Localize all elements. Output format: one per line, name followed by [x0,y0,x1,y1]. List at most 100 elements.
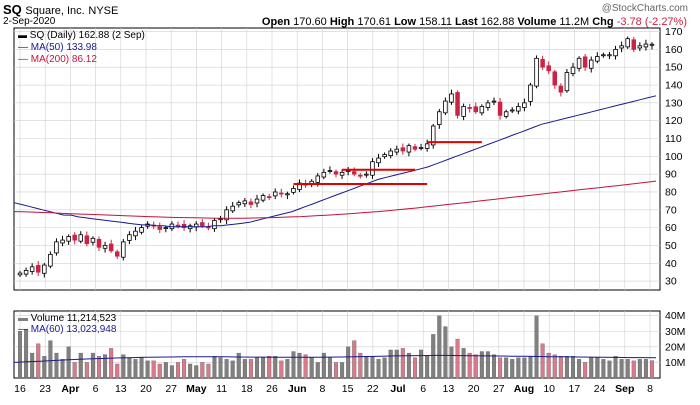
volume-bar [273,356,278,379]
candle-body [576,57,582,69]
volume-bar [534,315,539,379]
candle-body [509,109,515,112]
volume-bar [321,352,326,379]
volume-bar [382,357,387,379]
volume-bar [437,315,442,379]
candle-body [187,225,193,230]
volume-bar [376,359,381,379]
candle-body [364,173,369,176]
volume-bar [115,363,120,379]
candle-body [613,48,618,57]
candle-body [637,45,643,49]
y-tick-label: 30 [665,276,677,288]
volume-bar [139,357,144,379]
candle-body [29,266,35,272]
candle-body [491,100,497,103]
low-value: 158.11 [419,16,452,28]
y-tick-label: 60 [665,222,677,234]
x-tick-label: 8 [319,383,325,395]
y-tick-label: 100 [665,151,683,163]
volume-bar [279,360,284,379]
candle-body [127,234,132,241]
candle-body [516,106,521,112]
low-label: Low [394,16,417,28]
volume-bar [577,359,582,379]
volume-bar [346,346,351,379]
candle-body [139,227,144,233]
volume-bar [589,357,594,379]
y-tick-label: 160 [665,44,683,56]
volume-bar [90,352,95,379]
vol-y-tick-label: 30M [665,326,685,338]
vol-y-tick-label: 10M [665,357,685,369]
candle-body [218,218,223,221]
x-tick-label: 20 [468,383,480,395]
vol-y-tick-label: 20M [665,341,685,353]
candle-body [230,205,235,212]
candle-body [78,234,84,242]
candle-body [497,101,503,116]
candle-body [601,54,606,57]
volume-label: Volume [517,16,557,28]
x-tick-label: 6 [420,383,426,395]
open-label: Open [261,16,291,28]
candle-body [236,202,242,206]
x-tick-label: Jul [390,383,405,395]
candle-body [406,145,412,153]
volume-bar [516,357,521,379]
volume-bar [212,356,217,379]
candle-body [455,92,460,116]
candle-body [388,150,393,157]
candle-body [17,272,23,276]
candle-body [315,175,321,183]
candle-body [400,147,406,152]
candle-body [412,146,418,150]
candle-body [327,170,333,172]
volume-bar [291,351,296,379]
volume-bar [303,354,308,379]
volume-bar [97,356,101,379]
open-value: 170.60 [293,16,327,28]
y-tick-label: 110 [665,133,682,145]
candle-body [485,102,491,108]
x-tick-label: 18 [241,383,253,395]
candle-body [54,241,59,254]
volume-bar [121,354,126,379]
watermark: @StockCharts.com [601,3,688,14]
candle-body [607,54,612,57]
volume-bar [334,362,338,379]
y-tick-label: 120 [665,115,683,127]
x-tick-label: 23 [39,383,51,395]
x-tick-label: 15 [342,383,354,395]
volume-bar [419,349,424,379]
volume-bar [510,359,515,379]
candle-body [528,84,533,102]
candle-body [443,100,448,114]
candle-body [200,222,205,227]
volume-bar [400,348,405,379]
volume-bar [42,356,47,379]
candle-body [181,224,187,229]
candle-body [163,227,169,230]
volume-bar [449,346,454,379]
volume-bar [522,357,527,379]
volume-bar [631,360,636,379]
volume-bar [467,352,472,379]
vol-y-tick-label: 40M [665,310,685,322]
x-tick-label: 27 [165,383,177,395]
candle-body [449,93,454,103]
x-tick-label: 6 [93,383,99,395]
candle-body [48,253,53,267]
candle-body [242,200,248,205]
volume-bar [18,331,22,379]
candle-body [333,171,339,175]
candle-body [430,125,436,146]
candle-body [461,106,466,117]
volume-bar [327,357,332,379]
volume-bar [145,360,150,379]
volume-bar [443,326,448,379]
candle-body [157,226,163,230]
x-tick-label: Sep [615,383,634,395]
candle-body [540,58,545,68]
